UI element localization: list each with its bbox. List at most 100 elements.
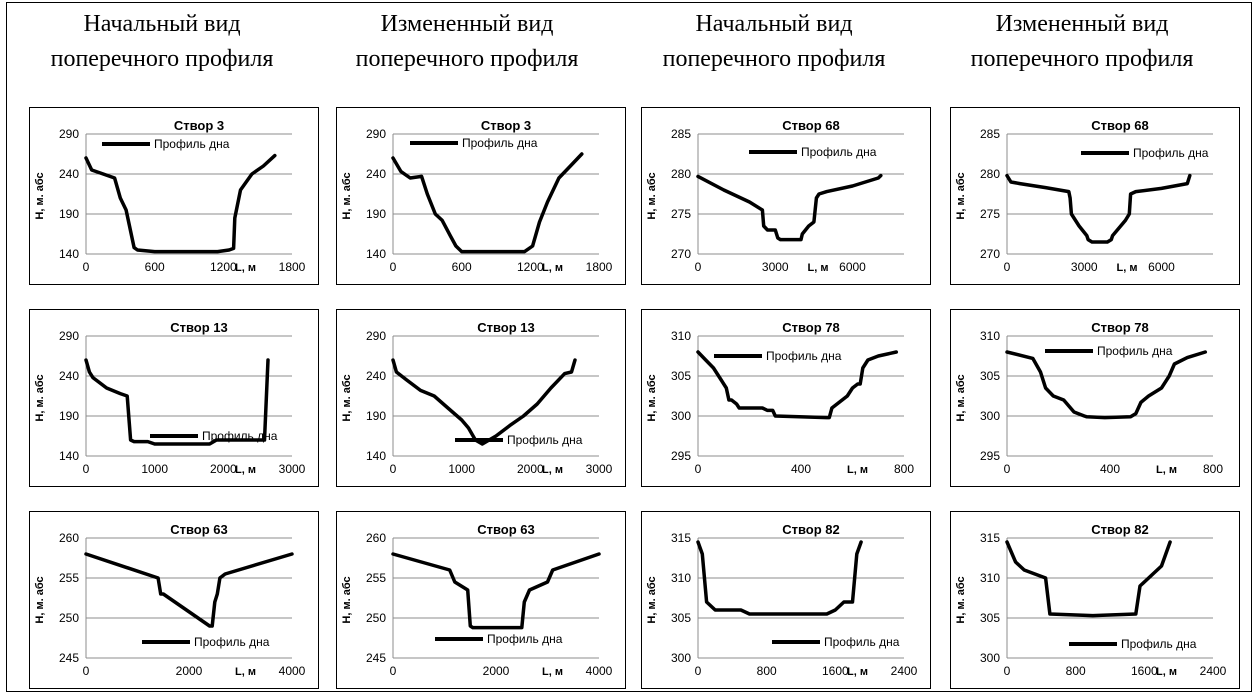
y-tick-label: 300: [980, 409, 1000, 423]
y-tick-label: 270: [980, 247, 1000, 261]
y-axis-label: Н, м. абс: [646, 172, 658, 219]
y-tick-label: 280: [671, 167, 691, 181]
y-tick-label: 300: [671, 651, 691, 665]
legend-label: Профиль дна: [507, 433, 583, 447]
chart-title: Створ 63: [170, 522, 228, 537]
column-header-line1: Начальный вид: [695, 11, 853, 37]
chart-svg: 300 305 310 315 0 800 1600 2400 L, м Н, м. абс Ств…: [646, 522, 918, 678]
chart-title: Створ 63: [477, 522, 535, 537]
x-tick-label: 1200: [210, 260, 237, 274]
chart-title: Створ 13: [477, 320, 535, 335]
x-tick-label: 3000: [1071, 260, 1098, 274]
chart-title: Створ 78: [1091, 320, 1149, 335]
y-tick-label: 190: [366, 207, 386, 221]
y-tick-label: 290: [59, 127, 79, 141]
chart-svg: 270 275 280 285 0 3000 6000 L, м Н, м. абс Створ …: [955, 118, 1213, 274]
x-tick-label: 800: [1066, 664, 1086, 678]
series-line: [391, 152, 584, 254]
y-tick-label: 270: [671, 247, 691, 261]
column-header-line1: Измененный вид: [995, 11, 1169, 37]
y-tick-label: 290: [366, 329, 386, 343]
x-axis-label: L, м: [542, 464, 563, 476]
y-tick-label: 260: [366, 531, 386, 545]
column-header-2: Измененный вид поперечного профиля: [312, 7, 622, 77]
chart-svg: 295 300 305 310 0 400 800 L, м Н, м. абс Створ 78…: [955, 320, 1223, 476]
chart-title: Створ 13: [170, 320, 228, 335]
y-tick-label: 240: [366, 369, 386, 383]
series-line: [1005, 540, 1172, 618]
x-axis-label: L, м: [1117, 262, 1138, 274]
y-tick-label: 315: [980, 531, 1000, 545]
x-tick-label: 1800: [586, 260, 613, 274]
chart-svg: 270 275 280 285 0 3000 6000 L, м Н, м. абс Створ …: [646, 118, 904, 274]
x-axis-label: L, м: [542, 262, 563, 274]
x-tick-label: 0: [83, 664, 90, 678]
legend-label: Профиль дна: [487, 632, 563, 646]
chart-svg: 245 250 255 260 0 2000 4000 L, м Н, м. абс Створ …: [341, 522, 613, 678]
y-tick-label: 275: [980, 207, 1000, 221]
y-tick-label: 300: [980, 651, 1000, 665]
figure-frame: Начальный вид поперечного профиля Измене…: [6, 2, 1252, 692]
x-tick-label: 2000: [483, 664, 510, 678]
x-axis-label: L, м: [235, 262, 256, 274]
legend-label: Профиль дна: [1121, 637, 1197, 651]
x-tick-label: 1800: [279, 260, 306, 274]
chart-panel-stvor-63-changed: 245 250 255 260 0 2000 4000 L, м Н, м. абс Створ …: [336, 511, 626, 689]
y-tick-label: 275: [671, 207, 691, 221]
x-tick-label: 0: [390, 462, 397, 476]
x-tick-label: 6000: [839, 260, 866, 274]
y-tick-label: 260: [59, 531, 79, 545]
y-tick-label: 255: [366, 571, 386, 585]
chart-svg: 295 300 305 310 0 400 800 L, м Н, м. абс Створ 78…: [646, 320, 914, 476]
x-tick-label: 3000: [762, 260, 789, 274]
chart-title: Створ 82: [782, 522, 840, 537]
x-tick-label: 800: [1203, 462, 1223, 476]
y-axis-label: Н, м. абс: [341, 576, 353, 623]
y-tick-label: 280: [980, 167, 1000, 181]
x-tick-label: 0: [83, 260, 90, 274]
y-tick-label: 190: [366, 409, 386, 423]
x-tick-label: 2000: [176, 664, 203, 678]
x-tick-label: 800: [894, 462, 914, 476]
chart-title: Створ 68: [782, 118, 840, 133]
y-axis-label: Н, м. абс: [646, 374, 658, 421]
x-axis-label: L, м: [847, 666, 868, 678]
column-header-line1: Измененный вид: [380, 11, 554, 37]
chart-title: Створ 3: [174, 118, 224, 133]
x-tick-label: 4000: [279, 664, 306, 678]
y-tick-label: 290: [366, 127, 386, 141]
chart-title: Створ 3: [481, 118, 531, 133]
legend-label: Профиль дна: [1133, 146, 1209, 160]
y-axis-label: Н, м. абс: [955, 374, 967, 421]
column-header-line2: поперечного профиля: [662, 46, 886, 72]
chart-title: Створ 68: [1091, 118, 1149, 133]
x-axis-label: L, м: [847, 464, 868, 476]
x-tick-label: 1600: [1131, 664, 1158, 678]
series-line: [696, 173, 883, 242]
y-tick-label: 290: [59, 329, 79, 343]
y-tick-label: 285: [671, 127, 691, 141]
y-tick-label: 240: [59, 369, 79, 383]
x-tick-label: 0: [695, 664, 702, 678]
chart-panel-stvor-78-initial: 295 300 305 310 0 400 800 L, м Н, м. абс Створ 78…: [641, 309, 931, 487]
x-tick-label: 0: [390, 260, 397, 274]
chart-panel-stvor-82-initial: 300 305 310 315 0 800 1600 2400 L, м Н, м. абс Ств…: [641, 511, 931, 689]
y-tick-label: 310: [980, 571, 1000, 585]
legend-label: Профиль дна: [154, 137, 230, 151]
chart-svg: 140 190 240 290 0 1000 2000 3000 L, м Н, м. абс Ст…: [341, 320, 613, 476]
chart-panel-stvor-82-changed: 300 305 310 315 0 800 1600 2400 L, м Н, м. абс Ств…: [950, 511, 1240, 689]
y-tick-label: 140: [59, 449, 79, 463]
x-tick-label: 800: [757, 664, 777, 678]
y-tick-label: 310: [671, 571, 691, 585]
chart-panel-stvor-13-initial: 140 190 240 290 0 1000 2000 3000 L, м Н, м. абс Ст…: [29, 309, 319, 487]
x-tick-label: 6000: [1148, 260, 1175, 274]
column-header-4: Измененный вид поперечного профиля: [927, 7, 1237, 77]
y-tick-label: 245: [366, 651, 386, 665]
chart-svg: 140 190 240 290 0 1000 2000 3000 L, м Н, м. абс Ст…: [34, 320, 306, 476]
x-tick-label: 0: [1004, 664, 1011, 678]
y-tick-label: 295: [671, 449, 691, 463]
y-tick-label: 190: [59, 409, 79, 423]
y-tick-label: 305: [980, 611, 1000, 625]
x-tick-label: 3000: [279, 462, 306, 476]
x-tick-label: 2000: [210, 462, 237, 476]
